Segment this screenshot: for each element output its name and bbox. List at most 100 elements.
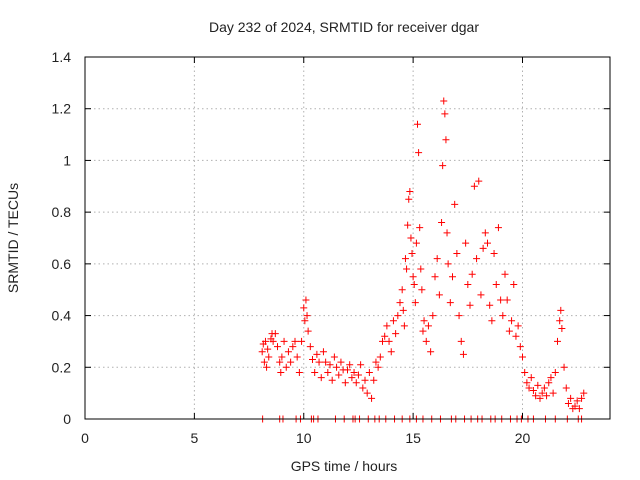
data-point bbox=[449, 273, 456, 281]
data-point bbox=[385, 337, 393, 345]
data-point bbox=[499, 312, 507, 320]
data-point bbox=[492, 281, 500, 289]
data-point bbox=[424, 322, 432, 330]
data-point bbox=[422, 337, 430, 345]
data-point bbox=[573, 397, 581, 405]
data-point bbox=[440, 97, 448, 105]
data-point bbox=[475, 177, 483, 185]
data-point bbox=[326, 361, 334, 369]
data-point bbox=[284, 348, 292, 356]
data-point bbox=[344, 366, 351, 374]
data-point bbox=[400, 322, 408, 330]
data-point bbox=[258, 348, 266, 356]
data-point bbox=[406, 187, 414, 195]
data-point bbox=[510, 281, 518, 289]
data-point bbox=[315, 358, 323, 366]
y-tick-label: 1.4 bbox=[52, 49, 72, 65]
data-point bbox=[562, 384, 570, 392]
data-point bbox=[459, 350, 467, 358]
data-point bbox=[392, 330, 400, 338]
data-point bbox=[394, 312, 402, 320]
data-point bbox=[418, 286, 426, 294]
data-point bbox=[363, 389, 371, 397]
data-point bbox=[538, 389, 546, 397]
data-point bbox=[372, 358, 380, 366]
data-point bbox=[302, 296, 310, 304]
data-point bbox=[359, 384, 367, 392]
data-point bbox=[443, 229, 451, 237]
data-point bbox=[368, 394, 376, 402]
data-point bbox=[494, 224, 502, 232]
data-point bbox=[560, 363, 568, 371]
data-point bbox=[532, 392, 540, 400]
x-tick-label: 20 bbox=[515, 430, 531, 446]
data-point bbox=[408, 250, 416, 258]
data-point bbox=[303, 312, 311, 320]
data-point bbox=[523, 379, 531, 387]
data-point bbox=[278, 353, 286, 361]
data-point bbox=[354, 371, 362, 379]
data-point bbox=[435, 291, 443, 299]
data-point bbox=[261, 337, 269, 345]
data-point bbox=[346, 361, 354, 369]
data-point bbox=[309, 356, 316, 364]
data-point bbox=[505, 327, 513, 335]
data-point bbox=[468, 270, 476, 278]
data-point bbox=[304, 327, 312, 335]
x-tick-label: 5 bbox=[190, 430, 198, 446]
data-point bbox=[365, 368, 373, 376]
data-point bbox=[409, 273, 417, 281]
data-point bbox=[328, 376, 336, 384]
data-point bbox=[490, 250, 498, 258]
y-tick-label: 1.2 bbox=[52, 101, 72, 117]
data-point bbox=[389, 317, 397, 325]
data-point bbox=[313, 350, 321, 358]
data-point bbox=[319, 348, 327, 356]
data-point bbox=[357, 361, 365, 369]
data-point bbox=[419, 327, 427, 335]
data-point bbox=[444, 260, 452, 268]
data-point bbox=[462, 239, 470, 247]
x-tick-label: 10 bbox=[296, 430, 312, 446]
x-tick-label: 0 bbox=[81, 430, 89, 446]
y-tick-label: 0.4 bbox=[52, 308, 72, 324]
data-point bbox=[567, 394, 575, 402]
data-point bbox=[301, 317, 309, 325]
data-point bbox=[263, 363, 271, 371]
data-point bbox=[466, 301, 474, 309]
data-point bbox=[317, 374, 325, 382]
data-point bbox=[379, 337, 386, 345]
data-point bbox=[274, 343, 281, 351]
data-point bbox=[293, 353, 301, 361]
data-point bbox=[545, 379, 553, 387]
chart-title: Day 232 of 2024, SRMTID for receiver dga… bbox=[209, 19, 479, 35]
data-point bbox=[575, 405, 583, 413]
data-point bbox=[488, 317, 496, 325]
y-tick-label: 1 bbox=[63, 152, 71, 168]
data-point bbox=[473, 255, 481, 263]
data-point bbox=[333, 363, 341, 371]
data-point bbox=[433, 255, 441, 263]
data-point bbox=[398, 286, 406, 294]
data-point bbox=[276, 358, 284, 366]
data-point bbox=[271, 330, 279, 338]
data-point bbox=[330, 353, 338, 361]
data-point bbox=[361, 376, 369, 384]
data-point bbox=[374, 363, 382, 371]
data-point bbox=[405, 195, 413, 203]
data-point bbox=[451, 200, 459, 208]
data-point bbox=[464, 281, 472, 289]
data-point bbox=[457, 337, 465, 345]
data-points bbox=[258, 97, 588, 423]
data-point bbox=[547, 374, 555, 382]
data-point bbox=[416, 224, 424, 232]
data-point bbox=[580, 389, 588, 397]
data-point bbox=[417, 265, 425, 273]
data-point bbox=[446, 299, 454, 307]
data-point bbox=[401, 255, 409, 263]
data-point bbox=[383, 322, 391, 330]
data-point bbox=[438, 218, 446, 226]
data-point bbox=[479, 244, 487, 252]
data-point bbox=[350, 368, 358, 376]
data-point bbox=[370, 376, 378, 384]
